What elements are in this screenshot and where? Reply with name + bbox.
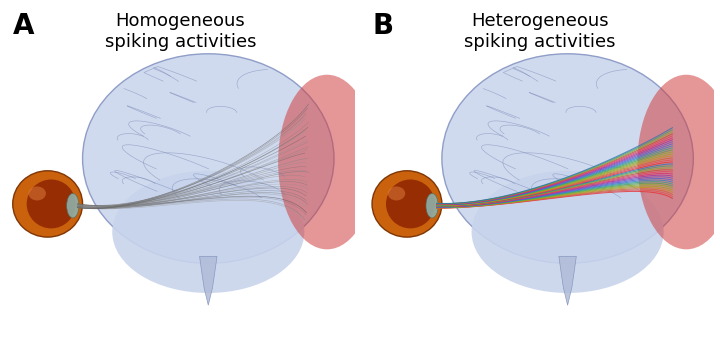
Polygon shape (559, 256, 576, 305)
Ellipse shape (112, 171, 305, 293)
Ellipse shape (278, 75, 376, 249)
Ellipse shape (442, 54, 693, 263)
Ellipse shape (372, 171, 442, 237)
Ellipse shape (386, 180, 435, 228)
Ellipse shape (388, 187, 405, 200)
Text: Heterogeneous
spiking activities: Heterogeneous spiking activities (464, 12, 616, 51)
Text: A: A (13, 12, 35, 40)
Polygon shape (199, 256, 217, 305)
Ellipse shape (637, 75, 720, 249)
Text: Homogeneous
spiking activities: Homogeneous spiking activities (104, 12, 256, 51)
Ellipse shape (67, 194, 79, 218)
Ellipse shape (28, 187, 46, 200)
Ellipse shape (472, 171, 664, 293)
Ellipse shape (27, 180, 76, 228)
Text: B: B (372, 12, 393, 40)
Ellipse shape (13, 171, 83, 237)
Ellipse shape (426, 194, 438, 218)
Ellipse shape (83, 54, 334, 263)
